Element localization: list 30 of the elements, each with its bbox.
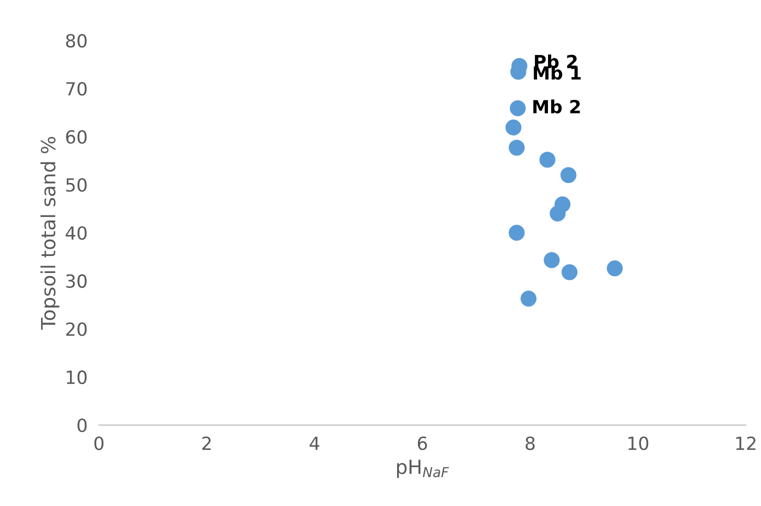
point <box>560 167 576 184</box>
point <box>606 260 623 276</box>
y-tick-label: 20 <box>66 322 87 336</box>
point <box>550 206 566 222</box>
y-tick-label: 10 <box>66 370 87 384</box>
point <box>508 140 525 156</box>
annotation: Mb 2 <box>533 100 580 114</box>
point <box>562 264 578 280</box>
y-axis-title: Topsoil total sand % <box>40 136 60 330</box>
point <box>520 290 537 307</box>
y-tick-label: 70 <box>66 82 87 96</box>
x-axis-title: pH$_{NaF}$ <box>397 460 449 478</box>
point <box>539 152 556 168</box>
y-tick-label: 60 <box>66 130 87 144</box>
x-tick-label: 12 <box>736 436 756 450</box>
x-tick-label: 4 <box>310 436 320 450</box>
y-tick-label: 80 <box>66 34 87 48</box>
x-tick-label: 6 <box>418 436 427 450</box>
y-tick-label: 50 <box>66 178 87 192</box>
point <box>508 224 525 241</box>
y-tick-label: 30 <box>66 274 87 288</box>
x-tick-label: 0 <box>94 436 104 450</box>
x-tick-label: 8 <box>526 436 535 450</box>
point <box>544 252 560 268</box>
y-tick-label: 0 <box>78 418 87 432</box>
y-tick-label: 40 <box>66 226 87 240</box>
point <box>510 100 526 116</box>
point <box>505 120 522 136</box>
x-tick-label: 2 <box>202 436 211 450</box>
x-tick-label: 10 <box>628 436 648 450</box>
